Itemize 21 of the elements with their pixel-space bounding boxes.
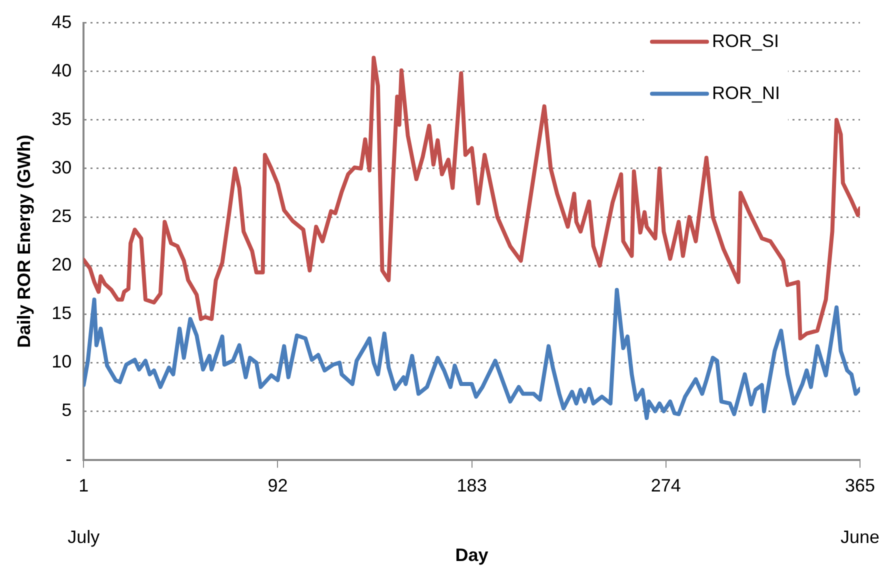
y-tick-label: 45: [52, 12, 72, 32]
x-axis-title: Day: [455, 545, 488, 566]
x-tick-label: 92: [268, 476, 288, 496]
x-tick-label: 365: [844, 476, 876, 496]
y-tick-label: 40: [52, 60, 72, 80]
y-tick-label: 20: [52, 254, 72, 275]
y-tick-label: 10: [52, 352, 72, 372]
text: June: [840, 526, 880, 547]
legend-label: ROR_SI: [712, 30, 780, 51]
y-tick-label: 30: [52, 157, 72, 178]
y-tick-label: 25: [52, 206, 72, 226]
x-tick-label: 274: [650, 476, 681, 496]
y-tick-label: -: [66, 448, 72, 469]
y-axis-title: Daily ROR Energy (GWh): [14, 134, 34, 348]
y-tick-label: 5: [62, 400, 72, 420]
legend-label: ROR_NI: [712, 82, 780, 103]
text: July: [68, 526, 100, 547]
x-tick-label: 183: [456, 476, 487, 496]
x-tick-label: 1: [78, 476, 89, 496]
y-tick-label: 35: [52, 108, 72, 129]
y-tick-label: 15: [52, 303, 72, 324]
